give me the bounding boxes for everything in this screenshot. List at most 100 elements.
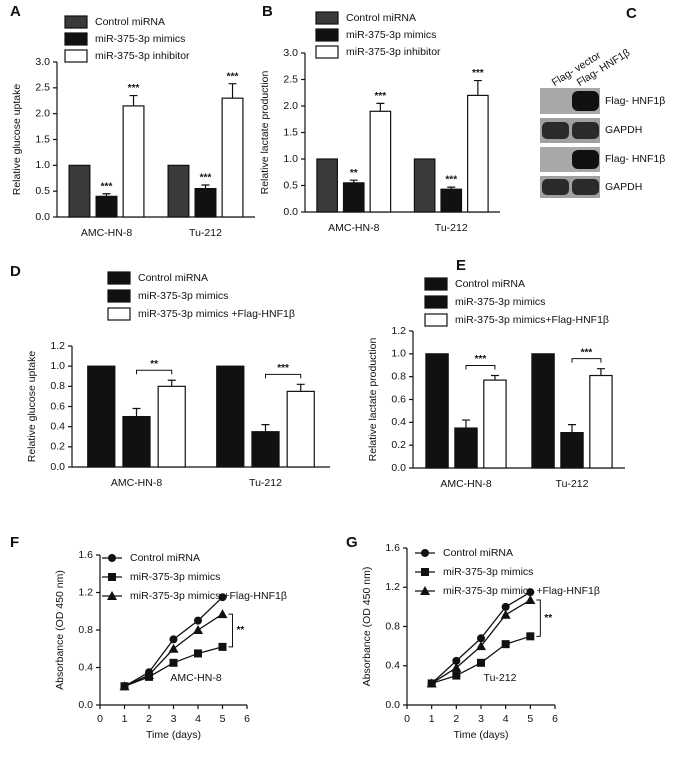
- marker: [477, 634, 485, 643]
- x-tick-label: AMC-HN-8: [328, 222, 379, 234]
- y-tick-label: 0.8: [391, 370, 406, 382]
- bar: [122, 415, 151, 468]
- significance: **: [350, 168, 358, 179]
- blot-band: [572, 150, 599, 169]
- significance: **: [544, 613, 552, 624]
- marker: [169, 658, 178, 667]
- legend-marker: [421, 549, 429, 557]
- y-tick-label: 0.6: [50, 400, 65, 412]
- significance: ***: [475, 354, 487, 365]
- y-tick-label: 1.2: [50, 340, 65, 352]
- error-bar: [261, 424, 270, 432]
- bar: [216, 365, 245, 468]
- x-tick-label: 2: [453, 713, 459, 725]
- legend-swatch: [64, 15, 88, 29]
- significance: ***: [101, 181, 113, 192]
- y-tick-label: 0.8: [385, 620, 400, 632]
- legend-marker: [108, 554, 116, 562]
- bar: [467, 94, 489, 213]
- legend-label: miR-375-3p inhibitor: [95, 50, 190, 62]
- legend-swatch: [315, 45, 339, 59]
- legend-swatch: [107, 271, 131, 285]
- error-bar: [129, 94, 138, 106]
- y-tick-label: 0.5: [283, 179, 298, 191]
- x-tick-label: 1: [429, 713, 435, 725]
- x-tick-label: Tu-212: [435, 222, 468, 234]
- panel-label: E: [456, 257, 466, 274]
- marker: [526, 632, 535, 641]
- legend-swatch: [107, 307, 131, 321]
- x-tick-label: AMC-HN-8: [440, 478, 491, 490]
- legend-marker: [107, 591, 117, 600]
- legend-label: Control miRNA: [346, 12, 416, 24]
- significance: ***: [472, 68, 484, 79]
- marker: [218, 593, 227, 602]
- significance: **: [237, 625, 245, 636]
- y-tick-label: 0.0: [283, 206, 298, 218]
- y-tick-label: 3.0: [35, 56, 50, 68]
- y-tick-label: 0.2: [50, 441, 65, 453]
- marker: [452, 656, 461, 665]
- error-bar: [490, 374, 499, 381]
- significance: ***: [445, 175, 457, 186]
- marker: [193, 625, 203, 634]
- blot: Flag- vector Flag- HNF1β Flag- HNF1β GAP…: [540, 47, 665, 198]
- x-tick-label: 4: [503, 713, 509, 725]
- x-tick-label: 3: [478, 713, 484, 725]
- legend-label: miR-375-3p mimics +Flag-HNF1β: [138, 308, 295, 320]
- significance: ***: [200, 173, 212, 184]
- bar: [589, 374, 613, 469]
- marker: [194, 649, 202, 658]
- legend-label: Control miRNA: [455, 278, 525, 290]
- y-tick-label: 1.6: [78, 549, 93, 561]
- marker: [168, 643, 179, 653]
- y-axis-label: Absorbance (OD 450 nm): [54, 570, 66, 690]
- bar: [560, 432, 584, 469]
- row-label: GAPDH: [605, 181, 642, 193]
- x-tick-label: Tu-212: [249, 477, 282, 489]
- bracket: [228, 613, 233, 648]
- y-tick-label: 0.6: [391, 393, 406, 405]
- bar: [95, 195, 118, 218]
- error-bar: [568, 424, 576, 433]
- error-bar: [447, 186, 456, 190]
- bar: [531, 353, 555, 469]
- marker: [217, 609, 228, 619]
- row-label: Flag- HNF1β: [605, 95, 665, 107]
- bar: [413, 158, 436, 213]
- x-tick-label: 0: [404, 713, 410, 725]
- legend-label: miR-375-3p inhibitor: [346, 46, 441, 58]
- error-bar: [201, 184, 210, 189]
- x-tick-label: AMC-HN-8: [111, 477, 162, 489]
- bracket: [465, 365, 496, 370]
- y-tick-label: 2.5: [283, 73, 298, 85]
- bracket: [571, 358, 602, 363]
- x-tick-label: Tu-212: [189, 227, 222, 239]
- chart-panel: 0.0 0.4 0.8 1.2 1.6 Absorbance (OD 450 nm) 0 1 2…: [361, 542, 600, 741]
- significance: ***: [581, 347, 593, 358]
- legend-label: miR-375-3p mimics: [443, 566, 533, 578]
- legend-swatch: [64, 32, 88, 46]
- legend-label: Control miRNA: [443, 547, 513, 559]
- legend-label: miR-375-3p mimics: [130, 571, 220, 583]
- legend-swatch: [64, 49, 88, 63]
- y-tick-label: 0.0: [78, 699, 93, 711]
- bar: [251, 431, 280, 468]
- legend-swatch: [424, 277, 448, 291]
- y-tick-label: 0.8: [50, 380, 65, 392]
- bar: [286, 390, 315, 468]
- bar: [316, 158, 338, 213]
- bar: [425, 353, 449, 469]
- y-tick-label: 1.2: [78, 586, 93, 598]
- y-tick-label: 0.0: [35, 211, 50, 223]
- error-bar: [167, 379, 176, 387]
- chart-panel: 0.0 0.5 1.0 1.5 2.0 2.5 3.0 Relative glucose up…: [11, 15, 255, 239]
- panel-label: C: [626, 5, 637, 22]
- y-tick-label: 2.0: [35, 107, 50, 119]
- y-axis-label: Relative lactate production: [367, 337, 379, 461]
- x-tick-label: 2: [146, 713, 152, 725]
- y-tick-label: 1.2: [391, 325, 406, 337]
- marker: [426, 678, 437, 688]
- legend-swatch: [424, 295, 448, 309]
- y-tick-label: 1.2: [385, 581, 400, 593]
